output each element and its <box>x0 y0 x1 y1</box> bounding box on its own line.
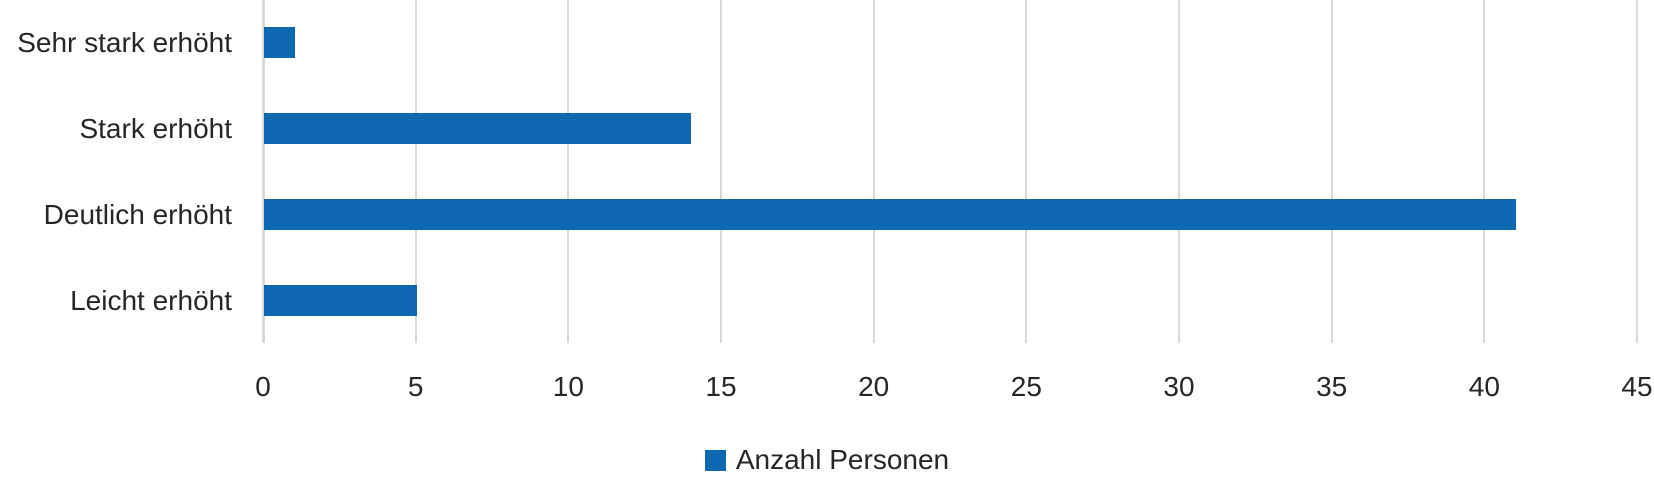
legend: Anzahl Personen <box>0 444 1654 476</box>
gridline <box>1330 0 1333 343</box>
gridline <box>872 0 875 343</box>
x-tick-label: 10 <box>552 371 584 402</box>
category-label: Sehr stark erhöht <box>17 27 232 59</box>
gridline <box>1178 0 1180 343</box>
bar <box>264 198 1516 230</box>
bar <box>264 27 295 59</box>
x-tick-label: 30 <box>1163 371 1195 402</box>
x-axis-tick-labels: 0 5 10 15 20 25 30 35 40 45 <box>255 370 1652 404</box>
gridline <box>1636 0 1638 343</box>
bar <box>264 113 692 145</box>
x-tick-label: 5 <box>407 371 424 402</box>
category-label: Deutlich erhöht <box>43 198 232 230</box>
gridline <box>1483 0 1486 343</box>
gridline <box>720 0 722 343</box>
legend-label: Anzahl Personen <box>735 444 950 475</box>
gridline <box>414 0 417 343</box>
gridline <box>567 0 570 343</box>
gridline <box>1025 0 1028 343</box>
x-tick-label: 25 <box>1010 371 1042 402</box>
x-tick-label: 0 <box>255 371 271 402</box>
y-axis-line <box>262 0 265 343</box>
y-axis-category-labels: Sehr stark erhöht Stark erhöht Deutlich er… <box>0 0 232 343</box>
category-label: Stark erhöht <box>79 113 232 145</box>
legend-color-swatch <box>704 449 726 471</box>
x-tick-label: 20 <box>858 371 890 402</box>
x-tick-label: 15 <box>705 371 737 402</box>
x-tick-label: 40 <box>1468 371 1500 402</box>
plot-area <box>262 0 1638 343</box>
bar <box>264 284 417 316</box>
x-tick-label: 45 <box>1621 371 1653 402</box>
x-tick-label: 35 <box>1316 371 1348 402</box>
category-label: Leicht erhöht <box>70 284 232 316</box>
